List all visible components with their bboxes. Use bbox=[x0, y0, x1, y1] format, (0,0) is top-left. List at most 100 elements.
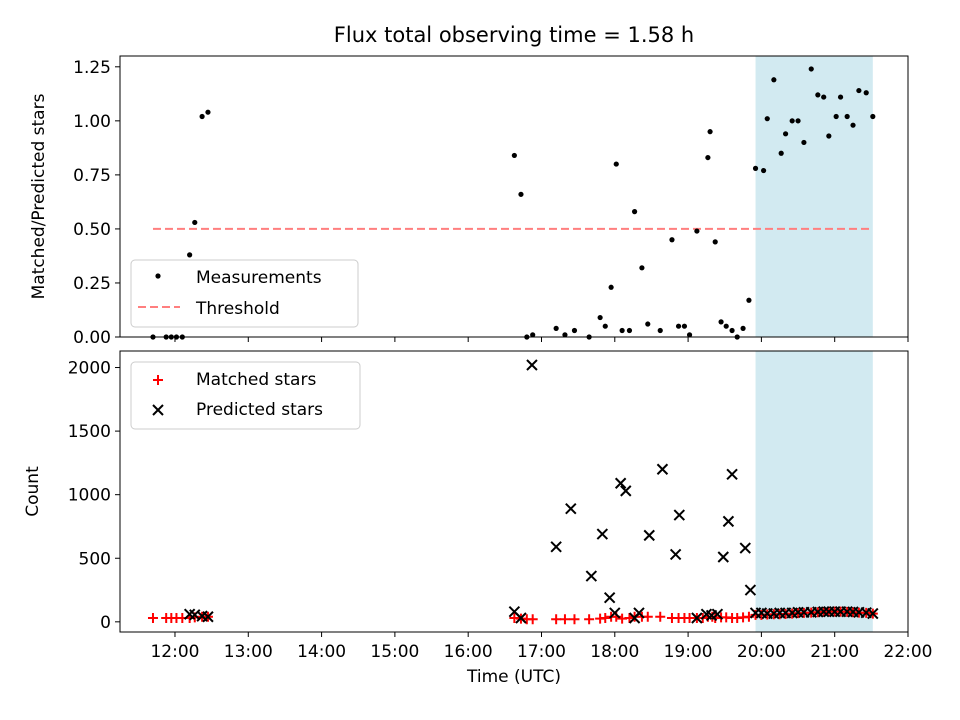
measurement-point bbox=[752, 165, 759, 171]
x-tick-label: 18:00 bbox=[590, 642, 639, 662]
legend: Matched stars Predicted stars bbox=[130, 361, 361, 430]
predicted-point bbox=[620, 485, 632, 497]
measurement-point bbox=[808, 66, 814, 72]
predicted-point bbox=[817, 605, 830, 618]
measurement-point bbox=[837, 94, 844, 100]
measurement-point bbox=[675, 323, 682, 329]
matched-point bbox=[551, 614, 562, 625]
x-tick-label: 22:00 bbox=[884, 642, 933, 662]
legend-marker-predicted bbox=[152, 404, 164, 416]
y-tick-label: 0.75 bbox=[73, 166, 111, 186]
measurement-point bbox=[669, 237, 675, 243]
x-tick-label: 13:00 bbox=[224, 642, 273, 662]
y-tick-label: 0.00 bbox=[73, 328, 111, 348]
predicted-point bbox=[726, 468, 738, 481]
x-tick-label: 16:00 bbox=[444, 642, 493, 662]
predicted-point bbox=[739, 542, 751, 554]
measurement-point bbox=[530, 332, 536, 338]
legend-label-measurements: Measurements bbox=[196, 268, 322, 288]
x-tick-label: 14:00 bbox=[297, 642, 346, 662]
predicted-point bbox=[722, 515, 735, 528]
legend-marker-matched bbox=[153, 375, 163, 385]
matched-point bbox=[569, 614, 580, 625]
legend-label-threshold: Threshold bbox=[195, 299, 280, 319]
y-tick-label: 0.25 bbox=[73, 274, 111, 294]
x-tick-label: 20:00 bbox=[737, 642, 786, 662]
measurement-point bbox=[789, 118, 795, 124]
measurement-point bbox=[681, 323, 688, 329]
measurement-point bbox=[553, 325, 559, 331]
shaded-region bbox=[755, 351, 873, 632]
measurement-point bbox=[602, 323, 608, 329]
legend-marker-measurements bbox=[155, 273, 161, 279]
legend: Measurements Threshold bbox=[130, 259, 359, 328]
y-axis-label: Matched/Predicted stars bbox=[29, 93, 49, 299]
measurement-point bbox=[187, 252, 193, 258]
measurement-point bbox=[518, 191, 524, 197]
predicted-point bbox=[550, 541, 562, 553]
predicted-point bbox=[673, 509, 686, 521]
measurement-point bbox=[844, 113, 850, 120]
series-predicted-stars bbox=[183, 359, 879, 624]
measurement-point bbox=[826, 133, 832, 139]
shaded-region bbox=[755, 56, 873, 337]
legend-box bbox=[130, 361, 361, 430]
measurement-point bbox=[870, 113, 876, 120]
measurement-point bbox=[764, 116, 770, 122]
measurement-point bbox=[705, 154, 711, 161]
predicted-point bbox=[614, 477, 627, 489]
measurement-point bbox=[562, 332, 568, 338]
predicted-point bbox=[633, 607, 645, 619]
matched-point bbox=[147, 613, 158, 624]
chart-title: Flux total observing time = 1.58 h bbox=[334, 23, 694, 47]
matched-point bbox=[527, 614, 538, 625]
x-tick-label: 17:00 bbox=[517, 642, 566, 662]
x-axis-label: Time (UTC) bbox=[466, 667, 561, 687]
measurement-point bbox=[856, 87, 862, 94]
measurement-point bbox=[626, 327, 633, 334]
axes-frame bbox=[119, 350, 909, 633]
y-axis-label: Count bbox=[23, 466, 43, 517]
measurement-point bbox=[746, 297, 752, 303]
measurement-point bbox=[850, 122, 856, 128]
y-tick-label: 0 bbox=[100, 613, 111, 633]
predicted-point bbox=[596, 528, 609, 540]
x-tick-label: 19:00 bbox=[664, 642, 713, 662]
measurement-point bbox=[707, 129, 713, 135]
measurement-point bbox=[718, 319, 724, 325]
legend-label-matched: Matched stars bbox=[196, 370, 316, 390]
y-tick-label: 1.25 bbox=[73, 58, 111, 78]
measurement-point bbox=[740, 325, 746, 331]
measurement-point bbox=[795, 118, 801, 124]
measurement-point bbox=[192, 219, 198, 226]
predicted-point bbox=[585, 570, 598, 582]
measurement-point bbox=[613, 161, 619, 167]
matched-point bbox=[624, 613, 635, 624]
measurement-point bbox=[639, 265, 645, 271]
predicted-point bbox=[603, 591, 616, 604]
measurement-point bbox=[686, 332, 693, 338]
y-tick-label: 1500 bbox=[68, 422, 111, 442]
predicted-point bbox=[202, 611, 214, 623]
measurement-point bbox=[657, 327, 663, 334]
matched-point bbox=[655, 611, 666, 622]
measurement-point bbox=[205, 109, 211, 115]
measurement-point bbox=[760, 167, 767, 174]
measurement-point bbox=[723, 323, 729, 329]
axes-frame bbox=[119, 55, 909, 338]
legend-label-predicted: Predicted stars bbox=[196, 400, 323, 420]
matched-point bbox=[600, 613, 611, 624]
y-tick-label: 500 bbox=[79, 549, 111, 569]
measurement-point bbox=[821, 94, 827, 100]
predicted-point bbox=[609, 607, 621, 619]
predicted-point bbox=[691, 612, 703, 624]
measurement-point bbox=[801, 139, 807, 146]
predicted-point bbox=[669, 548, 682, 561]
measurement-point bbox=[694, 228, 700, 234]
matched-point bbox=[559, 614, 570, 625]
measurement-point bbox=[511, 152, 517, 159]
predicted-point bbox=[656, 463, 669, 475]
measurement-point bbox=[771, 77, 777, 83]
matched-point bbox=[642, 611, 653, 622]
